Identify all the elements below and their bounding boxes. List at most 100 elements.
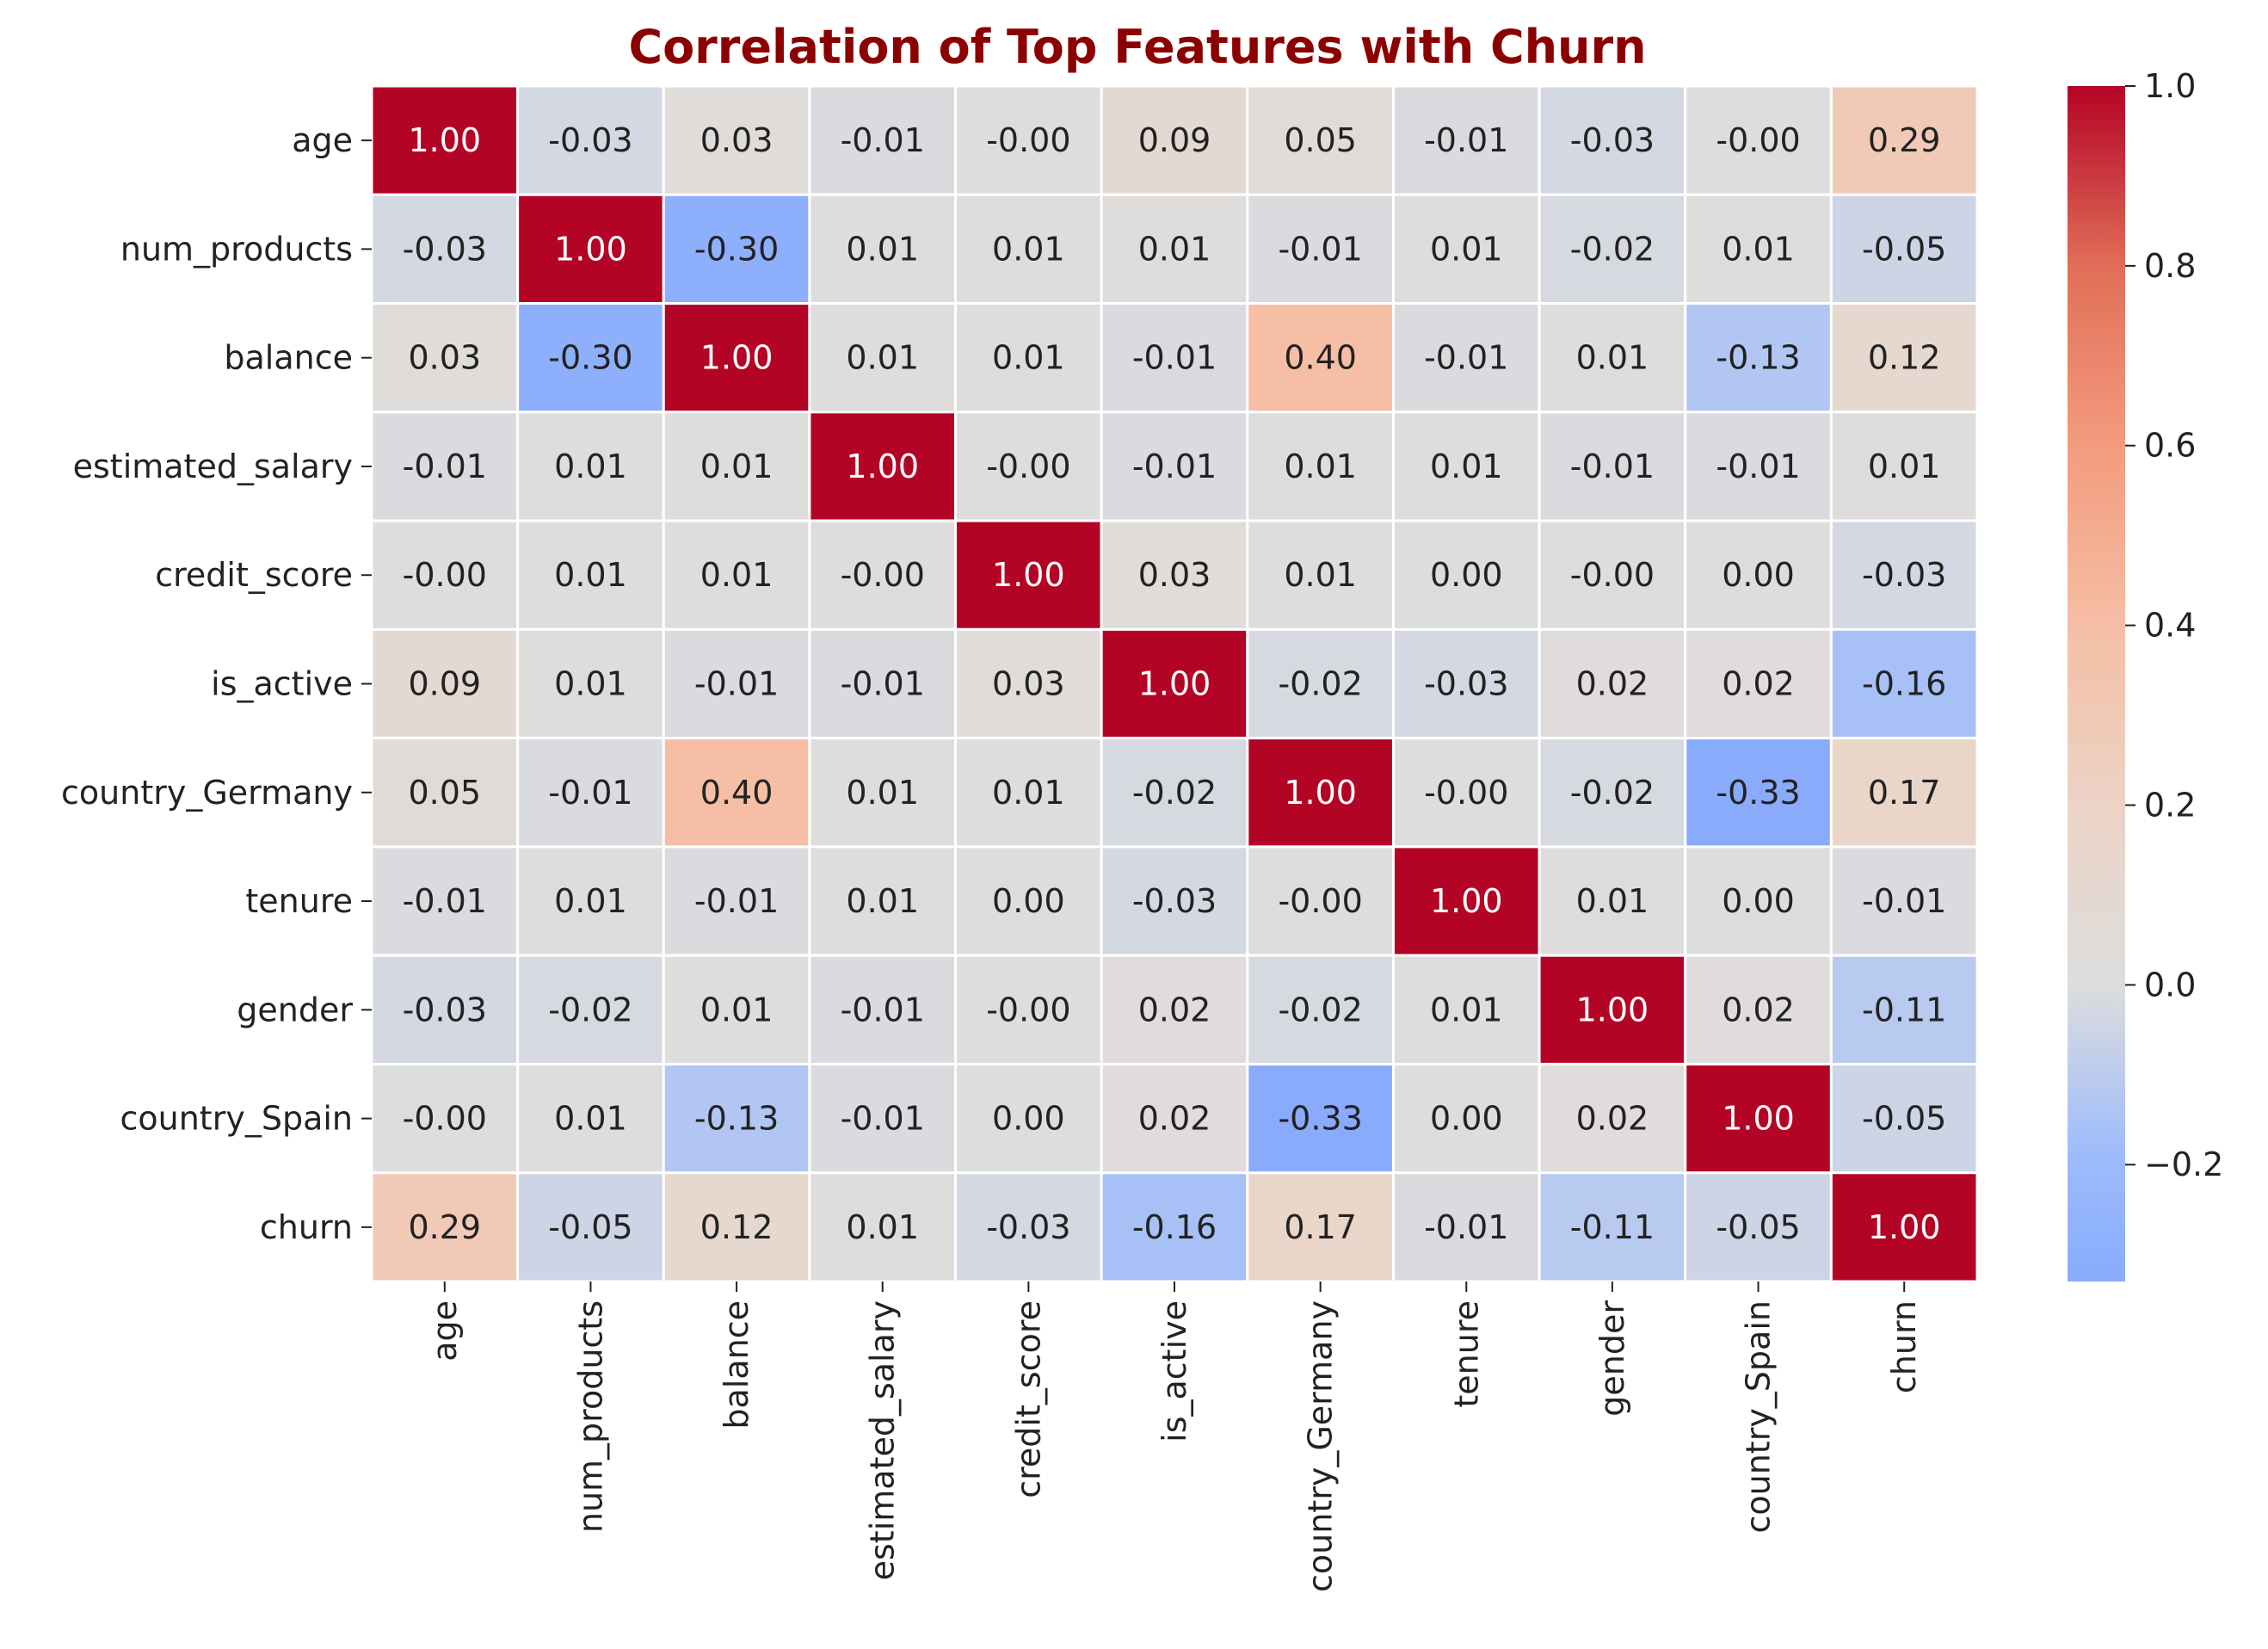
- cell-value-label: -0.03: [1132, 882, 1217, 920]
- heatmap-cell: [1538, 302, 1687, 414]
- heatmap-cell: [662, 84, 811, 196]
- heatmap-cell: [1684, 519, 1833, 631]
- heatmap-cell: [516, 845, 665, 957]
- heatmap-cell: [808, 1062, 958, 1175]
- cell-value-label: -0.03: [403, 991, 487, 1028]
- cell-value-label: 1.00: [846, 448, 919, 485]
- heatmap-cell: [1100, 845, 1249, 957]
- cell-value-label: 0.05: [409, 774, 482, 812]
- cell-value-label: -0.03: [403, 230, 487, 268]
- heatmap-cell: [1829, 193, 1979, 306]
- cell-value-label: -0.33: [1716, 774, 1800, 812]
- heatmap-cell: [370, 519, 520, 631]
- cell-value-label: -0.01: [1424, 1208, 1508, 1246]
- heatmap-cell: [808, 411, 958, 522]
- heatmap-cell: [1246, 737, 1395, 849]
- heatmap-cell: [1829, 302, 1979, 414]
- heatmap-cell: [516, 84, 665, 196]
- cell-value-label: 0.01: [700, 448, 773, 485]
- cell-value-label: -0.05: [548, 1208, 632, 1246]
- cell-value-label: -0.02: [1132, 774, 1217, 812]
- colorbar-tick-label: 0.2: [2144, 786, 2196, 824]
- heatmap-cell: [954, 845, 1103, 957]
- heatmap-cell: [1100, 737, 1249, 849]
- y-tick-label: num_products: [120, 230, 353, 268]
- heatmap-cell: [1246, 519, 1395, 631]
- cell-value-label: 0.01: [1868, 448, 1941, 485]
- heatmap-cell: [1391, 193, 1541, 306]
- heatmap-cell: [954, 193, 1103, 306]
- cell-value-label: -0.01: [548, 774, 632, 812]
- heatmap-cell: [662, 193, 811, 306]
- x-tick-label: tenure: [1447, 1300, 1485, 1408]
- cell-value-label: 0.02: [1576, 665, 1649, 703]
- heatmap-cell: [1684, 1171, 1833, 1283]
- cell-value-label: -0.13: [694, 1100, 779, 1138]
- cell-value-label: 0.00: [992, 882, 1065, 920]
- cell-value-label: 0.02: [1138, 991, 1211, 1028]
- heatmap-cell: [1538, 627, 1687, 740]
- cell-value-label: 0.03: [409, 339, 482, 377]
- cell-value-label: 1.00: [1576, 991, 1649, 1028]
- cell-value-label: -0.00: [1278, 882, 1362, 920]
- heatmap-cell: [1829, 411, 1979, 522]
- heatmap-cell: [516, 519, 665, 631]
- cell-value-label: 1.00: [700, 339, 773, 377]
- cell-value-label: 0.01: [1284, 556, 1357, 594]
- cell-value-label: -0.30: [548, 339, 632, 377]
- heatmap-cell: [1391, 1062, 1541, 1175]
- cell-value-label: 0.01: [1284, 448, 1357, 485]
- heatmap-cell: [1391, 1171, 1541, 1283]
- heatmap-cell: [662, 737, 811, 849]
- heatmap-cell: [1246, 302, 1395, 414]
- x-tick-label: is_active: [1156, 1300, 1193, 1442]
- heatmap-cell: [1829, 954, 1979, 1065]
- cell-value-label: 1.00: [1138, 665, 1211, 703]
- cell-value-label: -0.01: [1424, 339, 1508, 377]
- cell-value-label: 0.02: [1722, 991, 1795, 1028]
- heatmap-cell: [662, 411, 811, 522]
- cell-value-label: 0.01: [846, 774, 919, 812]
- cell-value-label: 1.00: [1722, 1100, 1795, 1138]
- heatmap-cell: [662, 954, 811, 1065]
- colorbar-tick-label: 1.0: [2144, 67, 2196, 105]
- cell-value-label: -0.00: [986, 121, 1070, 159]
- heatmap-cell: [808, 845, 958, 957]
- cell-value-label: 0.01: [1576, 339, 1649, 377]
- cell-value-label: -0.05: [1716, 1208, 1800, 1246]
- heatmap-cells: 1.00 -0.03 0.03 -0.01 -0.00 0.09 0.05 -0.01 -0.0…: [370, 84, 1979, 1283]
- cell-value-label: 0.01: [554, 556, 627, 594]
- cell-value-label: 1.00: [554, 230, 627, 268]
- heatmap-cell: [954, 1062, 1103, 1175]
- heatmap-cell: [1829, 84, 1979, 196]
- colorbar-tick-label: 0.8: [2144, 247, 2196, 285]
- cell-value-label: -0.01: [841, 665, 925, 703]
- heatmap-cell: [516, 737, 665, 849]
- x-tick-label: country_Germany: [1302, 1300, 1340, 1592]
- colorbar-gradient: [2068, 86, 2125, 1282]
- cell-value-label: -0.01: [1132, 339, 1217, 377]
- y-tick-label: country_Germany: [61, 774, 353, 812]
- heatmap-cell: [1829, 519, 1979, 631]
- cell-value-label: -0.01: [1278, 230, 1362, 268]
- cell-value-label: -0.01: [403, 448, 487, 485]
- heatmap-cell: [1538, 519, 1687, 631]
- x-tick-label: estimated_salary: [864, 1300, 902, 1580]
- heatmap-cell: [1538, 411, 1687, 522]
- heatmap-cell: [1100, 302, 1249, 414]
- colorbar: 1.0 0.8 0.6 0.4 0.2 0.0 −0.2: [2068, 67, 2223, 1282]
- cell-value-label: -0.01: [1716, 448, 1800, 485]
- cell-value-label: -0.03: [986, 1208, 1070, 1246]
- heatmap-cell: [662, 519, 811, 631]
- cell-value-label: -0.01: [1862, 882, 1946, 920]
- cell-value-label: 0.40: [700, 774, 773, 812]
- cell-value-label: -0.00: [986, 991, 1070, 1028]
- heatmap-cell: [1246, 411, 1395, 522]
- cell-value-label: 1.00: [409, 121, 482, 159]
- heatmap-cell: [1246, 845, 1395, 957]
- heatmap-cell: [954, 1171, 1103, 1283]
- x-axis: age num_products balance estimated_salary cr…: [426, 1282, 1923, 1592]
- cell-value-label: 1.00: [1430, 882, 1503, 920]
- cell-value-label: 0.01: [1430, 991, 1503, 1028]
- heatmap-cell: [370, 84, 520, 196]
